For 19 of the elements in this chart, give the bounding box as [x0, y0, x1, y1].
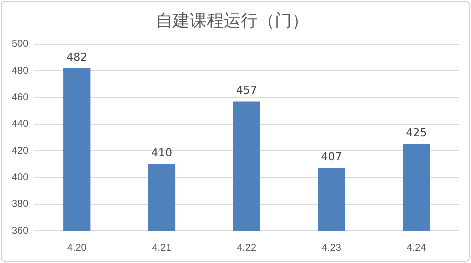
data-label: 457: [236, 84, 258, 98]
y-tick-label: 500: [12, 39, 30, 50]
y-tick-label: 440: [12, 119, 30, 130]
chart-title: 自建课程运行（门）: [156, 12, 309, 32]
y-tick-label: 380: [12, 199, 30, 210]
y-tick-label: 400: [12, 172, 30, 184]
y-tick-label: 460: [12, 92, 30, 104]
x-tick-label: 4.20: [67, 242, 88, 254]
x-tick-label: 4.23: [322, 242, 342, 254]
data-label: 482: [66, 50, 88, 64]
data-label: 407: [321, 150, 342, 164]
y-tick-label: 420: [12, 146, 30, 157]
x-tick-label: 4.22: [237, 242, 258, 254]
x-tick-label: 4.21: [152, 242, 172, 254]
y-tick-label: 480: [12, 66, 30, 77]
y-tick-label: 360: [12, 226, 30, 237]
x-tick-label: 4.24: [406, 242, 427, 254]
data-label: 425: [406, 126, 428, 140]
data-label: 410: [151, 146, 172, 160]
